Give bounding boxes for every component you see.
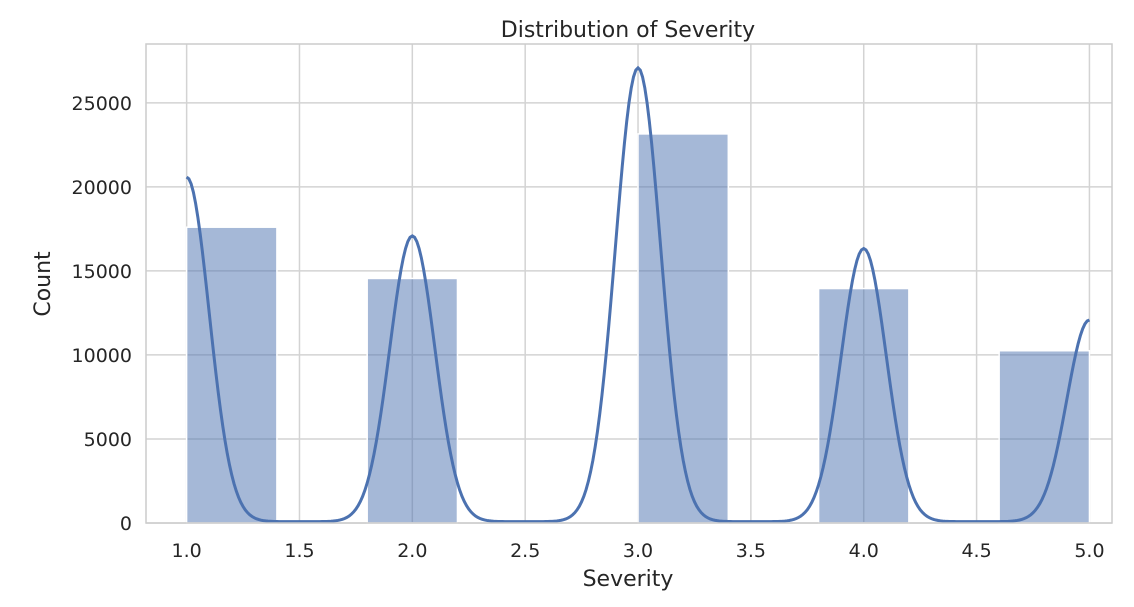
histogram-bars: [185, 133, 1091, 524]
chart-title: Distribution of Severity: [501, 18, 755, 43]
x-tick-label: 4.5: [961, 540, 991, 562]
y-tick-label: 0: [120, 513, 132, 535]
x-tick-labels: 1.0 1.5 2.0 2.5 3.0 3.5 4.0 4.5 5.0: [172, 540, 1105, 562]
kde-curve: [185, 65, 1091, 524]
y-tick-label: 10000: [72, 345, 132, 367]
y-axis-label: Count: [31, 251, 56, 317]
y-tick-labels: 0 5000 10000 15000 20000 25000: [72, 93, 132, 535]
x-tick-label: 4.0: [849, 540, 879, 562]
histogram-bar: [366, 277, 459, 524]
grid-lines: [146, 44, 1112, 524]
x-tick-label: 5.0: [1074, 540, 1104, 562]
plot-frame: [145, 43, 1113, 524]
histogram-bar: [817, 287, 910, 524]
x-axis-label: Severity: [583, 567, 674, 592]
x-tick-label: 1.5: [284, 540, 314, 562]
y-tick-label: 5000: [84, 429, 132, 451]
x-tick-label: 2.5: [510, 540, 540, 562]
y-tick-label: 20000: [72, 177, 132, 199]
x-tick-label: 1.0: [172, 540, 202, 562]
y-tick-label: 15000: [72, 261, 132, 283]
x-tick-label: 3.0: [623, 540, 653, 562]
x-tick-label: 2.0: [397, 540, 427, 562]
x-tick-label: 3.5: [736, 540, 766, 562]
y-tick-label: 25000: [72, 93, 132, 115]
